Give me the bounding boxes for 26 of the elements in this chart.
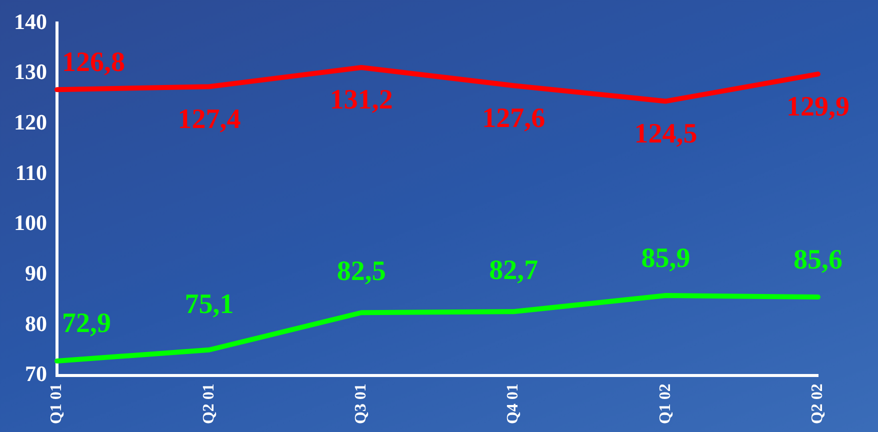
y-tick-label: 80 (25, 310, 47, 336)
data-label: 131,2 (330, 84, 393, 116)
data-label: 82,5 (336, 256, 386, 287)
data-label: 129,9 (786, 91, 850, 122)
y-tick-label: 90 (25, 260, 47, 286)
y-tick-label: 140 (14, 8, 47, 34)
y-tick-label: 70 (25, 361, 47, 386)
data-label: 126,8 (62, 46, 125, 78)
x-tick-label: Q2 01 (200, 384, 218, 424)
y-tick-label: 120 (14, 110, 47, 135)
y-tick-label: 100 (14, 210, 47, 236)
data-label: 124,5 (634, 118, 698, 150)
data-label: 85,9 (641, 242, 690, 274)
x-tick-label: Q1 01 (48, 384, 66, 424)
x-tick-label: Q4 01 (504, 384, 522, 424)
x-tick-label: Q2 02 (809, 384, 826, 424)
data-label: 127,6 (482, 102, 546, 134)
data-label: 75,1 (184, 289, 234, 320)
x-tick-label: Q1 02 (656, 384, 674, 424)
data-label: 72,9 (62, 308, 111, 340)
y-tick-label: 110 (15, 160, 47, 185)
x-tick-label: Q3 01 (352, 384, 370, 424)
y-tick-label: 130 (14, 59, 47, 84)
data-label: 127,4 (178, 104, 241, 135)
data-label: 82,7 (489, 254, 538, 286)
data-label: 85,6 (794, 244, 842, 276)
